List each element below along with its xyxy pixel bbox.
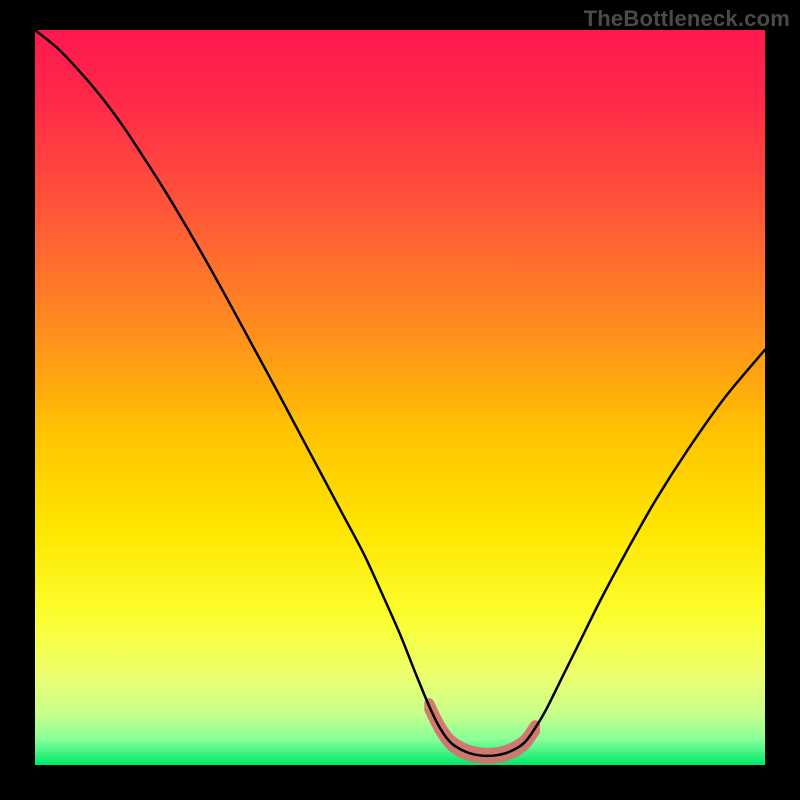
watermark-text: TheBottleneck.com <box>584 6 790 32</box>
chart-svg <box>0 0 800 800</box>
plot-background <box>35 30 765 765</box>
